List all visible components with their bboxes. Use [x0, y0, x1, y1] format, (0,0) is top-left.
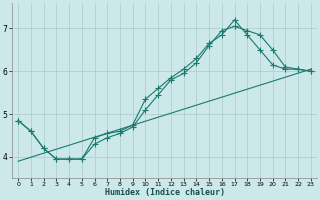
X-axis label: Humidex (Indice chaleur): Humidex (Indice chaleur)	[105, 188, 225, 197]
